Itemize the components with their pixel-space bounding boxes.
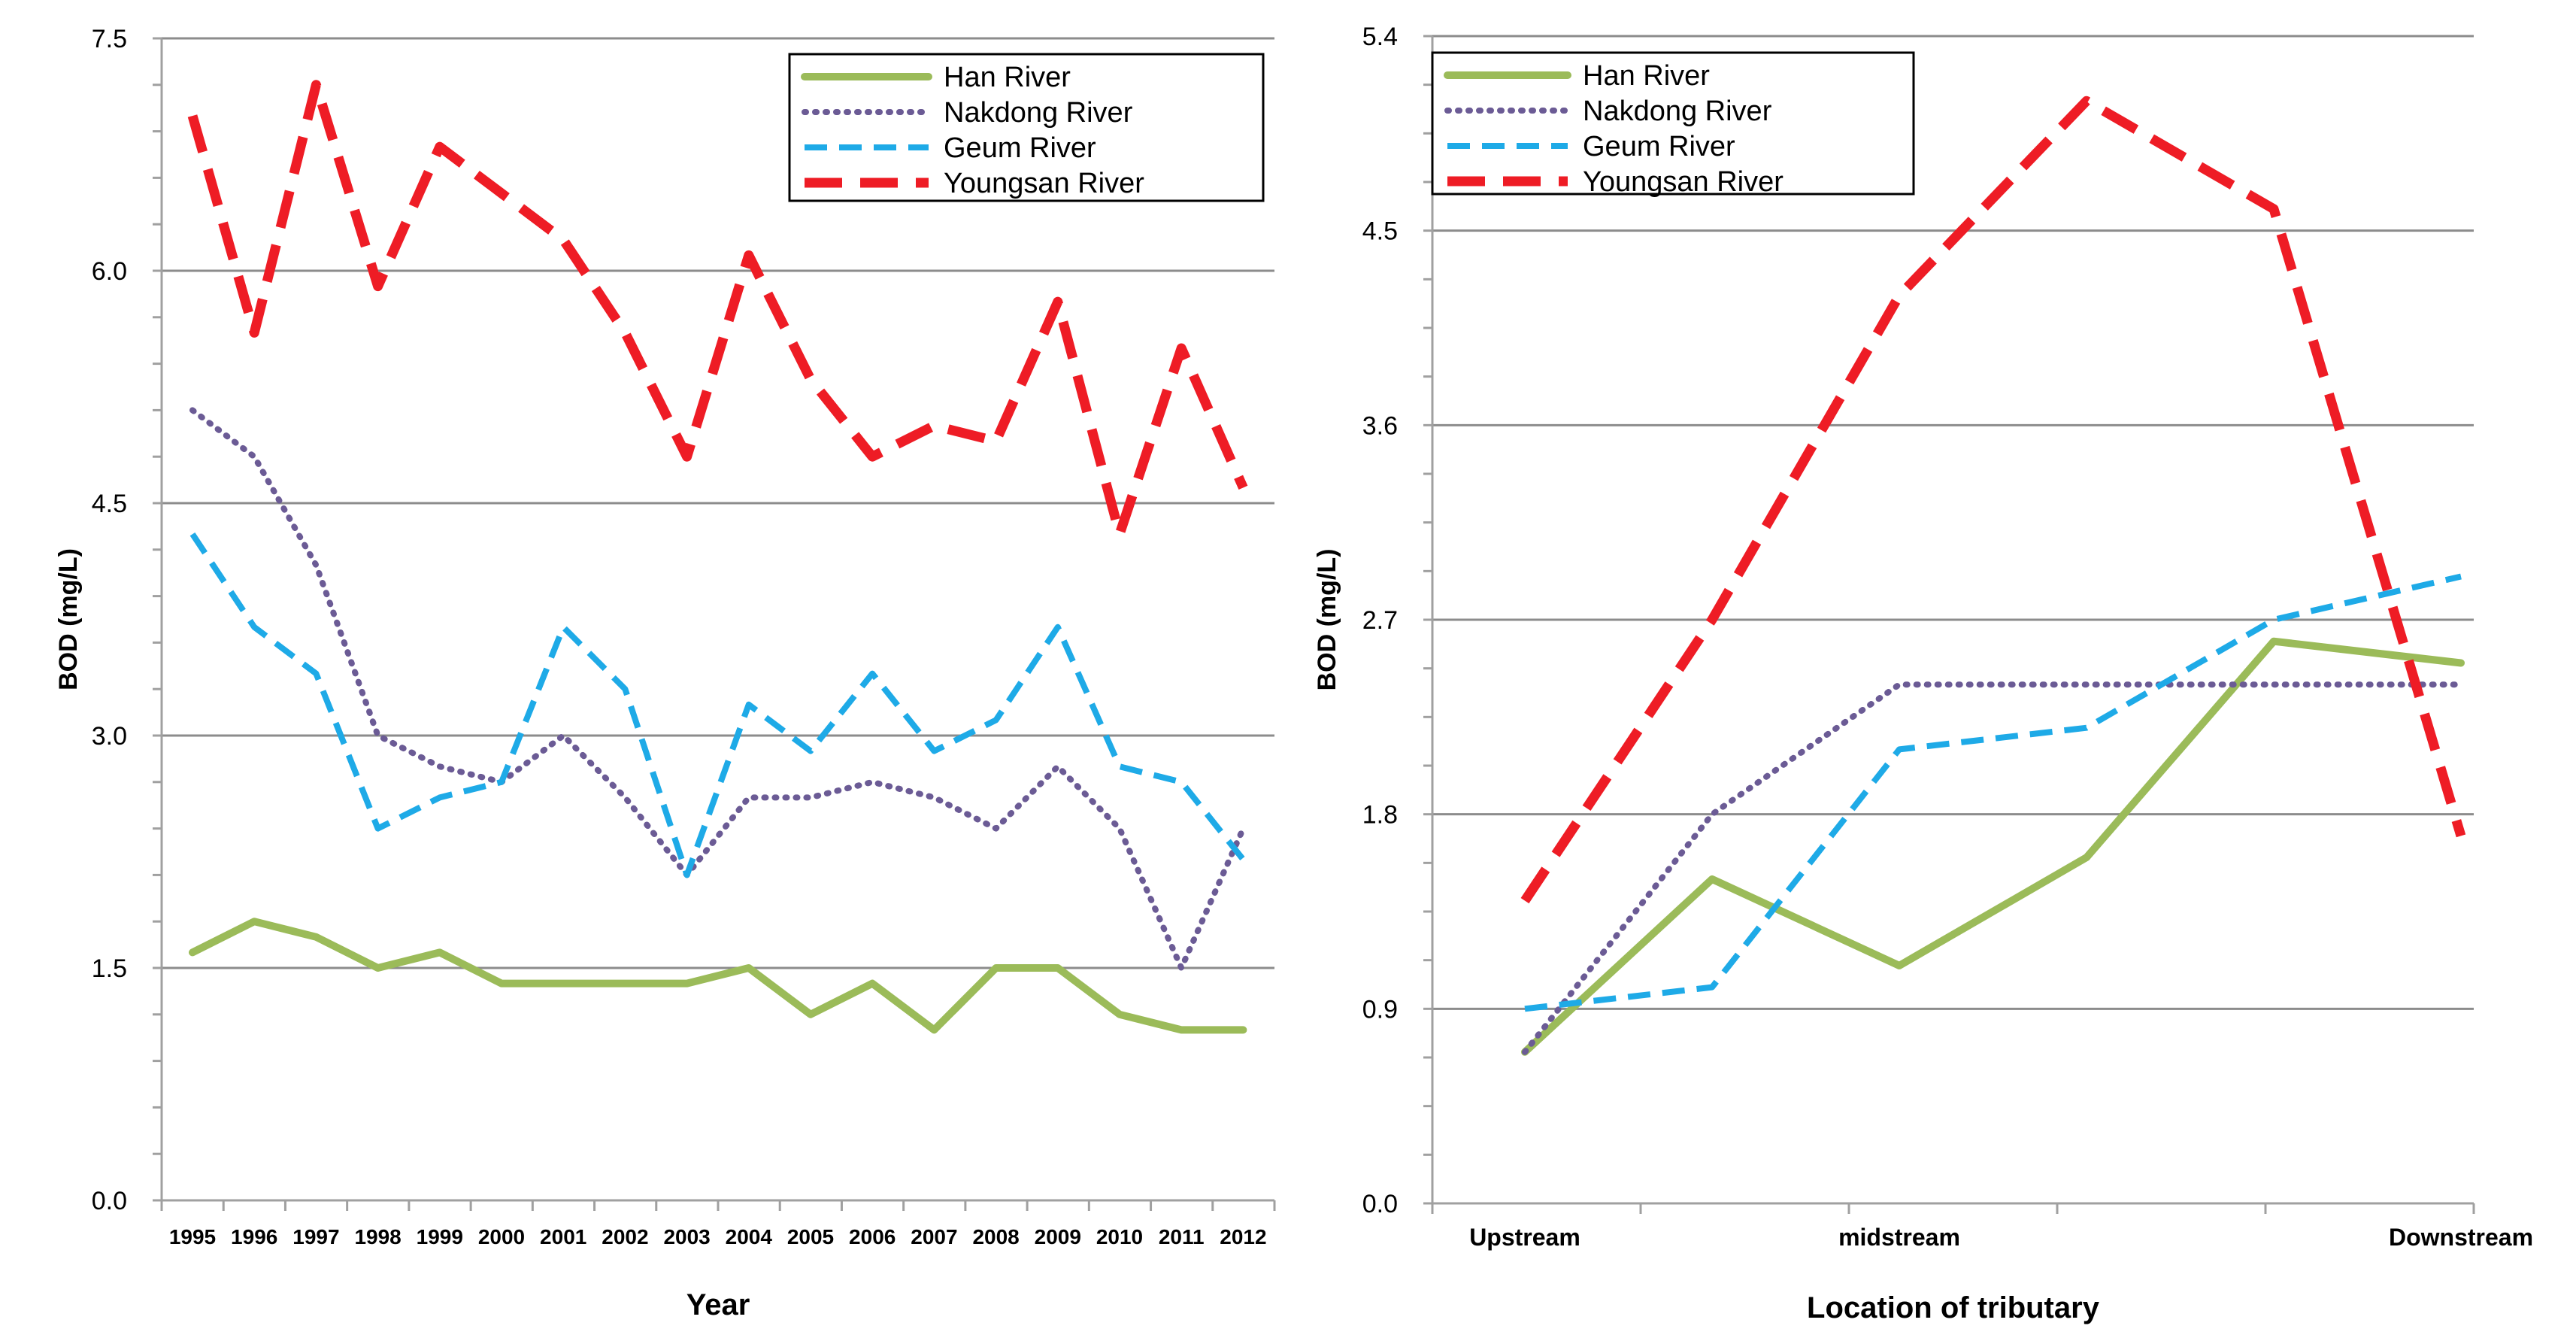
- left-chart-x-tick-label: 2001: [540, 1225, 586, 1248]
- left-chart-x-tick-label: 2009: [1035, 1225, 1081, 1248]
- left-chart-y-tick-label: 1.5: [92, 954, 127, 983]
- left-chart-x-tick-label: 2006: [849, 1225, 896, 1248]
- right-chart-x-tick-label: midstream: [1838, 1224, 1960, 1251]
- left-chart-x-tick-label: 2002: [602, 1225, 648, 1248]
- left-chart-x-tick-label: 2011: [1159, 1225, 1205, 1248]
- right-chart-y-tick-label: 2.7: [1362, 606, 1398, 635]
- left-chart-y-axis-title: BOD (mg/L): [54, 548, 83, 690]
- left-chart-y-tick-label: 7.5: [92, 25, 127, 53]
- left-chart-x-tick-label: 2003: [663, 1225, 710, 1248]
- right-chart-y-tick-label: 0.9: [1362, 995, 1398, 1024]
- left-chart-x-tick-label: 1997: [292, 1225, 339, 1248]
- right-chart-y-tick-label: 0.0: [1362, 1190, 1398, 1218]
- left-chart-y-tick-label: 6.0: [92, 257, 127, 286]
- left-chart-x-tick-label: 1995: [169, 1225, 216, 1248]
- right-chart-legend-label-youngsan-river: Youngsan River: [1583, 166, 1784, 198]
- right-chart-legend-label-nakdong-river: Nakdong River: [1583, 96, 1772, 127]
- left-chart-series-nakdong-river: [189, 407, 1247, 971]
- right-chart-x-axis-title: Location of tributary: [1807, 1291, 2100, 1324]
- right-chart-legend-label-geum-river: Geum River: [1583, 131, 1735, 162]
- left-chart-x-tick-label: 1999: [417, 1225, 463, 1248]
- right-chart-y-tick-label: 5.4: [1362, 23, 1398, 51]
- left-chart-x-tick-label: 2012: [1220, 1225, 1266, 1248]
- left-chart-x-tick-label: 2008: [972, 1225, 1019, 1248]
- left-chart-x-tick-label: 1996: [231, 1225, 277, 1248]
- left-chart-x-tick-label: 2005: [787, 1225, 834, 1248]
- left-chart-legend-label-han-river: Han River: [944, 62, 1071, 93]
- left-chart-x-axis-title: Year: [686, 1288, 750, 1321]
- left-chart-x-tick-label: 2007: [911, 1225, 957, 1248]
- right-chart-y-axis-title: BOD (mg/L): [1313, 549, 1341, 691]
- left-chart-legend-label-nakdong-river: Nakdong River: [944, 97, 1133, 129]
- right-chart-series-youngsan-river: [1520, 96, 2466, 904]
- left-chart-y-tick-label: 0.0: [92, 1187, 127, 1215]
- right-chart-series-nakdong-river: [1522, 681, 2464, 1055]
- right-chart-y-tick-label: 3.6: [1362, 411, 1398, 440]
- left-chart-x-tick-label: 2000: [478, 1225, 525, 1248]
- left-chart-y-tick-label: 4.5: [92, 490, 127, 518]
- left-chart-series-geum-river: [189, 532, 1246, 878]
- right-chart-x-tick-label: Downstream: [2389, 1224, 2533, 1251]
- left-chart-series-han-river: [189, 918, 1247, 1034]
- left-chart-legend-label-youngsan-river: Youngsan River: [944, 168, 1144, 199]
- chart-bod-by-location: 0.0 0.9 1.8 2.7 3.6 4.5 5.4 Upstream midstream Do…: [1313, 23, 2533, 1324]
- left-chart-x-tick-label: 2010: [1096, 1225, 1143, 1248]
- right-chart-y-tick-label: 4.5: [1362, 217, 1398, 246]
- right-chart-series-han-river: [1521, 637, 2465, 1056]
- left-chart-legend-label-geum-river: Geum River: [944, 132, 1096, 164]
- left-chart-x-tick-label: 1998: [354, 1225, 401, 1248]
- left-chart-series-youngsan-river: [187, 80, 1248, 539]
- right-chart-legend-label-han-river: Han River: [1583, 60, 1710, 92]
- right-chart-y-tick-label: 1.8: [1362, 801, 1398, 830]
- right-chart-x-tick-label: Upstream: [1469, 1224, 1580, 1251]
- right-chart-series-geum-river: [1524, 573, 2462, 1012]
- chart-bod-by-year: 0.0 1.5 3.0 4.5 6.0 7.5 1995 1996 1997 1998 1999 20…: [54, 25, 1276, 1321]
- left-chart-x-tick-label: 2004: [726, 1225, 773, 1248]
- left-chart-y-tick-label: 3.0: [92, 722, 127, 751]
